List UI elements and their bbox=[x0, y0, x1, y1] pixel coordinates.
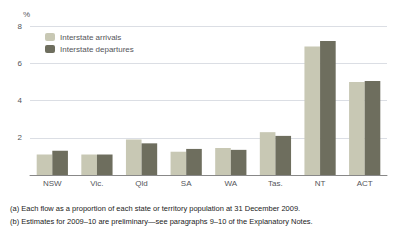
svg-text:6: 6 bbox=[18, 59, 23, 68]
svg-text:4: 4 bbox=[18, 96, 23, 105]
svg-text:ACT: ACT bbox=[357, 179, 373, 188]
svg-text:SA: SA bbox=[181, 179, 192, 188]
svg-text:NT: NT bbox=[315, 179, 326, 188]
svg-text:Interstate arrivals: Interstate arrivals bbox=[60, 33, 121, 42]
svg-text:2: 2 bbox=[18, 133, 23, 142]
svg-text:8: 8 bbox=[18, 22, 23, 31]
svg-text:NSW: NSW bbox=[43, 179, 62, 188]
svg-text:(b) Estimates for 2009–10 are: (b) Estimates for 2009–10 are preliminar… bbox=[10, 217, 313, 226]
svg-text:(a) Each flow as a proportion: (a) Each flow as a proportion of each st… bbox=[10, 204, 300, 213]
svg-text:Vic.: Vic. bbox=[90, 179, 103, 188]
svg-text:%: % bbox=[23, 10, 30, 19]
svg-text:WA: WA bbox=[225, 179, 238, 188]
svg-text:Interstate departures: Interstate departures bbox=[60, 45, 134, 54]
svg-text:Qld: Qld bbox=[135, 179, 147, 188]
svg-text:Tas.: Tas. bbox=[268, 179, 283, 188]
